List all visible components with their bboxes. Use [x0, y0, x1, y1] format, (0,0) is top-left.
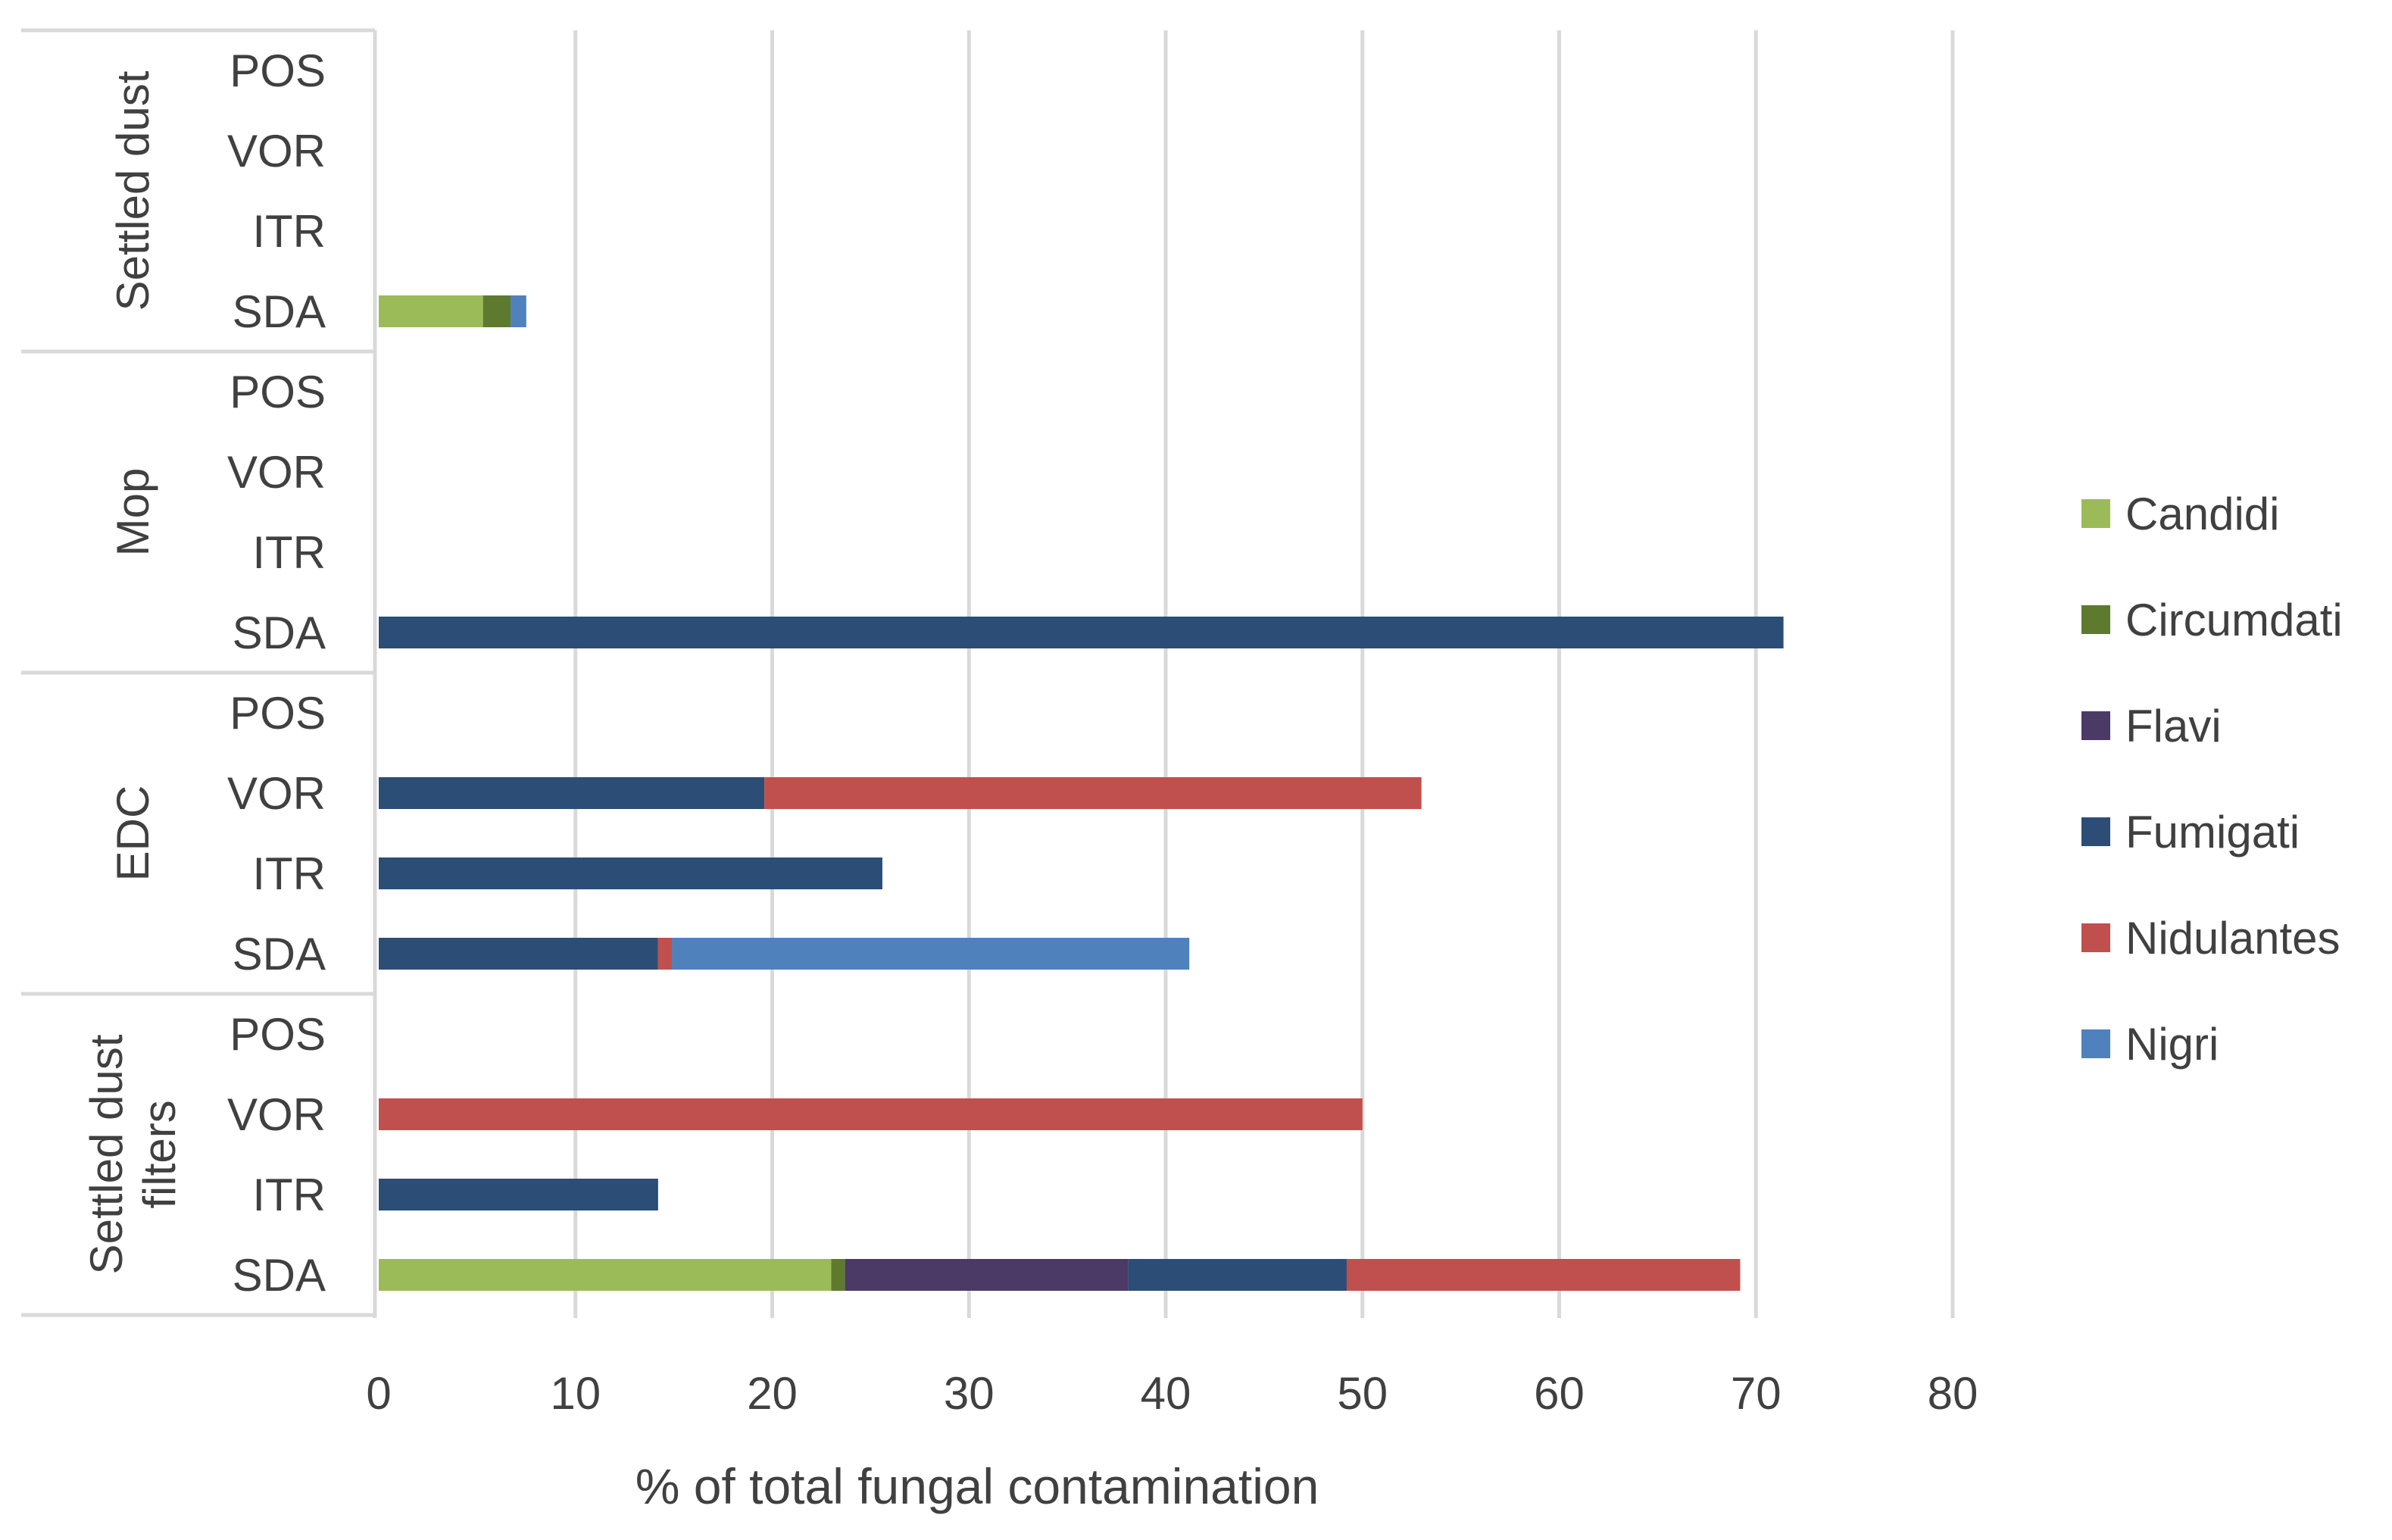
legend-swatch-fumigati [2081, 817, 2110, 846]
bar-segment-nigri [511, 295, 526, 327]
x-tick-label: 40 [1141, 1368, 1191, 1419]
legend-label: Candidi [2125, 489, 2279, 539]
bar-segment-candidi [379, 295, 483, 327]
bar-segment-nidulantes [657, 938, 673, 970]
category-label: SDA [233, 1250, 326, 1301]
category-labels: Settled dust POS VOR ITR SDA Mop POS VOR ITR SDA E… [81, 45, 326, 1301]
legend-label: Nigri [2125, 1019, 2219, 1070]
bar-segment-nidulantes [764, 777, 1422, 809]
bar-segment-fumigati [379, 938, 658, 970]
bar-segment-candidi [379, 1259, 832, 1291]
legend-label: Flavi [2125, 701, 2222, 751]
x-tick-label: 30 [944, 1368, 995, 1419]
category-label: VOR [227, 768, 326, 819]
group-label: Settled dustfilters [81, 1034, 185, 1274]
bars [379, 295, 1784, 1291]
category-label: SDA [233, 286, 326, 337]
bar-segment-fumigati [379, 857, 882, 889]
bar-segment-fumigati [379, 617, 1784, 648]
group-label: EDC [108, 786, 158, 882]
category-label: ITR [252, 206, 326, 257]
category-label: ITR [252, 848, 326, 899]
legend-swatch-flavi [2081, 711, 2110, 740]
category-label: POS [230, 45, 326, 96]
category-frame [21, 28, 377, 1318]
legend-swatch-candidi [2081, 499, 2110, 528]
x-tick-label: 0 [366, 1368, 391, 1419]
legend-swatch-circumdati [2081, 605, 2110, 634]
category-label: SDA [233, 608, 326, 658]
x-tick-labels: 0 10 20 30 40 50 60 70 80 [366, 1368, 1978, 1419]
bar-segment-flavi [845, 1259, 1129, 1291]
category-label: ITR [252, 527, 326, 578]
legend-label: Fumigati [2125, 807, 2300, 857]
group-label: Settled dust [108, 70, 158, 311]
bar-segment-fumigati [379, 777, 765, 809]
x-tick-label: 60 [1534, 1368, 1585, 1419]
category-label: ITR [252, 1170, 326, 1220]
x-axis-title: % of total fungal contamination [635, 1458, 1319, 1514]
legend-label: Circumdati [2125, 595, 2343, 645]
group-label: Mop [108, 468, 158, 557]
bar-segment-fumigati [1128, 1259, 1347, 1291]
bar-segment-nidulantes [379, 1098, 1363, 1130]
category-label: VOR [227, 447, 326, 498]
legend-swatch-nigri [2081, 1029, 2110, 1058]
bar-segment-fumigati [379, 1179, 658, 1210]
legend: Candidi Circumdati Flavi Fumigati Nidulantes… [2081, 489, 2343, 1070]
x-tick-label: 10 [550, 1368, 601, 1419]
x-tick-label: 50 [1337, 1368, 1388, 1419]
x-tick-label: 70 [1731, 1368, 1782, 1419]
category-label: VOR [227, 1089, 326, 1140]
category-label: POS [230, 1009, 326, 1060]
bar-segment-nidulantes [1346, 1259, 1741, 1291]
legend-swatch-nidulantes [2081, 923, 2110, 952]
x-tick-label: 20 [747, 1368, 798, 1419]
bar-segment-circumdati [482, 295, 511, 327]
legend-label: Nidulantes [2125, 913, 2340, 964]
category-label: VOR [227, 126, 326, 176]
category-label: POS [230, 367, 326, 417]
x-tick-label: 80 [1928, 1368, 1978, 1419]
category-label: SDA [233, 929, 326, 979]
bar-segment-circumdati [831, 1259, 845, 1291]
category-label: POS [230, 688, 326, 739]
bar-segment-nigri [672, 938, 1190, 970]
gridlines [573, 30, 1955, 1318]
